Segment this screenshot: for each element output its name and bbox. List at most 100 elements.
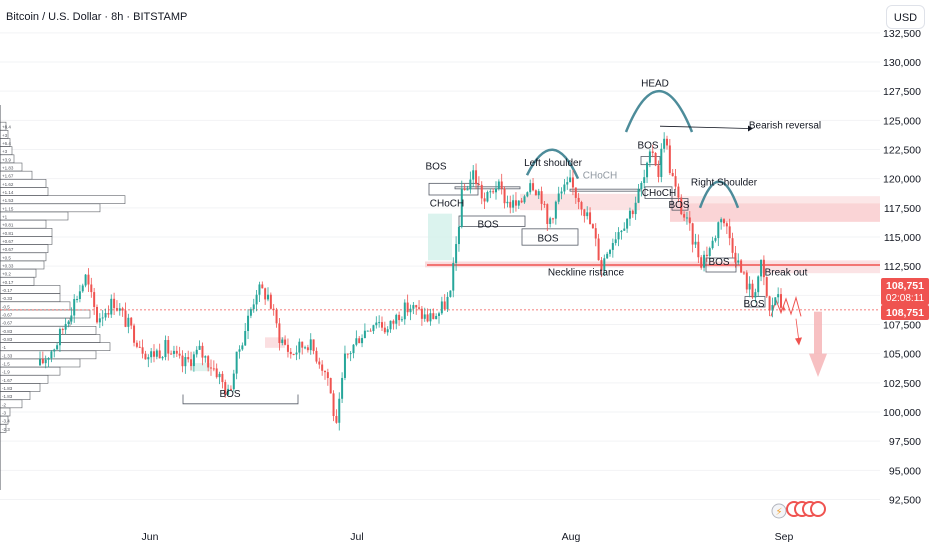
- candle-body: [221, 373, 224, 383]
- candle-body: [472, 170, 475, 180]
- candle-body: [361, 338, 364, 344]
- candle-body: [554, 201, 557, 219]
- volume-profile-label: +1.53: [2, 198, 14, 203]
- candle-body: [292, 354, 295, 356]
- candle-body: [634, 202, 637, 215]
- candle-body: [181, 355, 184, 367]
- candle-body: [195, 349, 198, 355]
- candle-body: [258, 284, 261, 295]
- price-axis[interactable]: 92,500 95,000 97,500 100,000 102,500 105,000 1…: [880, 0, 932, 550]
- candle-body: [403, 302, 406, 320]
- annotation-label: HEAD: [641, 79, 669, 90]
- second-price-value: 108,751: [886, 307, 924, 319]
- candle-body: [589, 212, 592, 225]
- candle-body: [167, 340, 170, 354]
- lightning-icon-glyph: ⚡: [775, 507, 782, 518]
- price-tick-label: 120,000: [883, 174, 921, 186]
- candle-body: [218, 373, 221, 378]
- candle-body: [703, 254, 706, 268]
- candle-body: [76, 299, 79, 301]
- candle-body: [569, 177, 572, 183]
- bos-box: [458, 215, 526, 227]
- candle-body: [663, 138, 666, 149]
- candle-body: [255, 294, 258, 305]
- candle-body: [212, 368, 215, 370]
- candle-body: [637, 189, 640, 203]
- candle-body: [389, 320, 392, 330]
- candle-body: [326, 372, 329, 379]
- candle-body: [435, 315, 438, 320]
- candle-body: [130, 317, 133, 326]
- annotation-label: BOS: [425, 161, 446, 172]
- candle-body: [640, 182, 643, 190]
- candle-body: [398, 314, 401, 321]
- time-tick-label: Aug: [562, 531, 581, 543]
- candle-body: [127, 317, 130, 327]
- candle-body: [400, 319, 403, 321]
- candle-body: [190, 359, 193, 367]
- candle-body: [648, 151, 651, 163]
- candle-body: [355, 338, 358, 345]
- volume-profile-label: -1.67: [2, 378, 13, 383]
- volume-profile-label: +3.9: [2, 157, 11, 162]
- candle-body: [691, 223, 694, 245]
- candle-body: [780, 294, 782, 308]
- volume-profile-label: +0.81: [2, 223, 14, 228]
- candle-body: [429, 313, 432, 322]
- candle-body: [523, 196, 526, 203]
- volume-profile-bar: [0, 326, 97, 335]
- candle-body: [537, 191, 540, 196]
- volume-profile-label: -2.3: [2, 427, 10, 432]
- candle-body: [155, 350, 158, 357]
- bos-box: [521, 228, 579, 246]
- candle-body: [272, 308, 275, 310]
- volume-profile-label: +1.14: [2, 190, 14, 195]
- candle-body: [93, 292, 96, 307]
- candles: [39, 132, 785, 431]
- bos-box: [569, 188, 641, 192]
- candle-body: [164, 340, 167, 358]
- currency-button[interactable]: USD: [886, 5, 925, 29]
- price-tick-label: 92,500: [889, 495, 921, 507]
- candle-body: [549, 218, 552, 224]
- candle-body: [312, 339, 315, 351]
- zone-rect: [428, 213, 452, 261]
- chart-title: Bitcoin / U.S. Dollar · 8h · BITSTAMP: [6, 11, 188, 23]
- candle-body: [232, 373, 235, 390]
- candle-body: [674, 176, 677, 187]
- zone-rect: [520, 193, 640, 211]
- event-icons[interactable]: ⚡: [771, 501, 826, 519]
- volume-profile-label: -1.83: [2, 386, 13, 391]
- time-tick-label: Jun: [142, 531, 159, 543]
- candle-body: [586, 212, 589, 217]
- candle-body: [324, 370, 326, 373]
- candle-body: [321, 364, 324, 371]
- candle-body: [486, 192, 489, 202]
- candle-body: [207, 356, 210, 368]
- volume-profile-label: -0.67: [2, 313, 13, 318]
- volume-profile-label: +0.67: [2, 239, 14, 244]
- candle-body: [475, 170, 478, 185]
- candle-body: [728, 226, 731, 239]
- time-axis[interactable]: Jun Jul Aug Sep: [0, 516, 880, 550]
- candle-body: [41, 358, 44, 364]
- time-tick-label: Sep: [775, 531, 794, 543]
- candle-body: [343, 353, 346, 378]
- candle-body: [440, 301, 443, 314]
- lightning-icon[interactable]: [771, 503, 787, 519]
- flag-icon[interactable]: [810, 501, 826, 517]
- candle-body: [446, 296, 449, 310]
- volume-profile-label: +8.4: [2, 125, 11, 130]
- price-tick-label: 122,500: [883, 145, 921, 157]
- bos-box: [182, 394, 299, 405]
- candle-body: [244, 331, 247, 346]
- candle-body: [489, 191, 492, 193]
- candle-body: [192, 354, 195, 367]
- candle-body: [426, 314, 429, 322]
- candle-body: [631, 210, 634, 215]
- candle-body: [480, 184, 483, 199]
- candle-body: [229, 388, 232, 390]
- candle-body: [466, 189, 469, 191]
- candle-body: [492, 191, 495, 193]
